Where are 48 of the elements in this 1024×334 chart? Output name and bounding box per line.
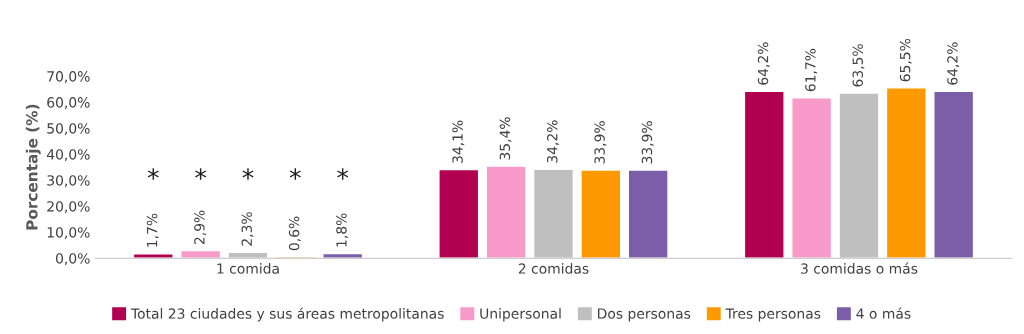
data-label: 35,4% [499,117,512,160]
data-label: 1,8% [336,213,349,247]
y-tick-label: 70,0% [47,71,90,84]
bar [580,169,622,259]
bar [485,165,527,259]
bar [791,97,833,259]
y-axis-title: Porcentaje (%) [25,104,41,230]
bar [743,90,785,259]
data-label: 63,5% [852,44,865,87]
y-tick-label: 10,0% [47,227,90,240]
data-label: 33,9% [594,121,607,164]
bar [322,252,364,259]
annotation: * [289,168,301,180]
y-tick-label: 30,0% [47,175,90,188]
annotation: * [337,168,349,180]
bar [627,169,669,259]
bar [180,249,222,259]
y-tick-label: 20,0% [47,201,90,214]
bar [885,87,927,259]
x-tick-label: 3 comidas o más [801,262,918,274]
y-tick-label: 40,0% [46,149,90,162]
y-tick-label: 50,0% [47,123,90,136]
x-tick-label: 2 comidas [518,263,589,274]
x-tick-label: 1 comida [217,263,279,274]
bar [933,90,975,259]
y-tick-label: 60,0% [47,97,90,110]
data-label: 65,5% [899,38,912,82]
data-label: 2,3% [241,212,254,246]
data-label: 64,2% [947,42,960,85]
data-label: 34,1% [452,120,465,163]
data-label: 33,9% [641,121,654,164]
data-label: 61,7% [805,48,818,92]
y-tick-label: 0,0% [56,253,90,266]
bar [438,168,480,259]
legend-label: Unipersonal [480,308,561,322]
legend-label: Tres personas [725,308,821,322]
bar [132,253,174,259]
annotation: * [147,168,159,180]
data-label: 34,2% [547,120,559,163]
data-label: 0,6% [288,216,301,251]
annotation: * [195,168,207,180]
data-label: 64,2% [757,42,770,85]
legend-label: Dos personas [598,308,691,322]
legend-label: 4 o más [856,307,911,319]
data-label: 2,9% [194,210,207,245]
legend-label: Total 23 ciudades y sus áreas metropolitanas [130,307,444,322]
data-label: 1,7% [146,213,159,247]
annotation: * [242,168,254,180]
